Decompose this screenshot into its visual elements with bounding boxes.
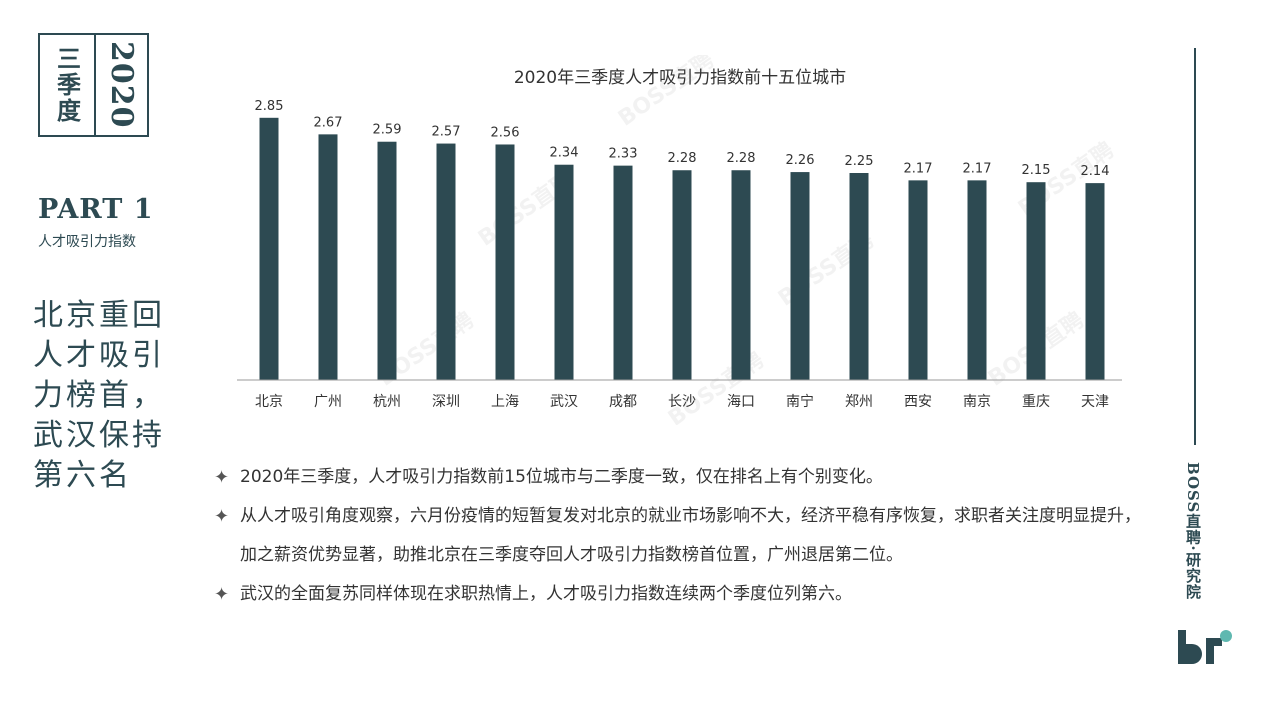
category-label: 广州 xyxy=(314,394,342,410)
bar-西安 xyxy=(908,180,928,380)
bar-重庆 xyxy=(1026,182,1046,380)
bar-海口 xyxy=(731,170,751,380)
value-label: 2.17 xyxy=(963,161,992,176)
chart-title: 2020年三季度人才吸引力指数前十五位城市 xyxy=(514,68,846,88)
bar-chart: 2020年三季度人才吸引力指数前十五位城市 BOSS直聘BOSS直聘BOSS直聘… xyxy=(237,55,1122,425)
category-label: 重庆 xyxy=(1022,394,1050,410)
value-label: 2.33 xyxy=(609,147,638,162)
value-label: 2.85 xyxy=(255,99,284,114)
bar-广州 xyxy=(318,134,338,380)
value-label: 2.28 xyxy=(727,151,756,166)
season-badge: 三季度 2020 xyxy=(38,33,149,137)
value-label: 2.59 xyxy=(373,123,402,138)
value-label: 2.56 xyxy=(491,125,520,140)
category-label: 南京 xyxy=(963,394,991,410)
category-label: 武汉 xyxy=(550,394,578,410)
four-point-star-icon: ✦ xyxy=(214,467,230,488)
bars-layer: 2.85 北京 2.67 广州 2.59 杭州 2.57 深圳 2.56 上海 2.34 武汉 2.33… xyxy=(255,99,1110,410)
findings-list: ✦ 2020年三季度，人才吸引力指数前15位城市与二季度一致，仅在排名上有个别变化… xyxy=(214,458,1154,614)
bar-南宁 xyxy=(790,172,810,380)
bar-武汉 xyxy=(554,164,574,380)
finding-item: ✦ 武汉的全面复苏同样体现在求职热情上，人才吸引力指数连续两个季度位列第六。 xyxy=(214,575,1154,614)
category-label: 南宁 xyxy=(786,393,814,410)
bar-上海 xyxy=(495,144,515,380)
bar-南京 xyxy=(967,180,987,380)
four-point-star-icon: ✦ xyxy=(214,506,230,527)
boss-logo-icon xyxy=(1178,630,1232,664)
category-label: 西安 xyxy=(904,394,932,410)
bar-长沙 xyxy=(672,170,692,380)
value-label: 2.14 xyxy=(1081,164,1110,179)
category-label: 天津 xyxy=(1081,394,1109,410)
watermark-text: BOSS直聘 xyxy=(613,55,718,132)
category-label: 海口 xyxy=(727,394,755,410)
bar-成都 xyxy=(613,165,633,380)
divider-line-top xyxy=(1194,48,1196,445)
category-label: 上海 xyxy=(491,394,519,410)
value-label: 2.17 xyxy=(904,161,933,176)
value-label: 2.15 xyxy=(1022,163,1051,178)
finding-text: 2020年三季度，人才吸引力指数前15位城市与二季度一致，仅在排名上有个别变化。 xyxy=(240,467,883,487)
value-label: 2.57 xyxy=(432,125,461,140)
part-title: PART 1 xyxy=(38,194,154,225)
category-label: 郑州 xyxy=(845,394,873,410)
value-label: 2.67 xyxy=(314,115,343,130)
category-label: 长沙 xyxy=(668,394,696,410)
finding-text: 从人才吸引角度观察，六月份疫情的短暂复发对北京的就业市场影响不大，经济平稳有序恢… xyxy=(240,506,1141,565)
category-label: 北京 xyxy=(255,394,283,410)
value-label: 2.34 xyxy=(550,146,579,161)
badge-season: 三季度 xyxy=(40,35,96,135)
bar-天津 xyxy=(1085,183,1105,380)
category-label: 深圳 xyxy=(432,394,460,410)
four-point-star-icon: ✦ xyxy=(214,584,230,605)
part-subtitle: 人才吸引力指数 xyxy=(38,234,136,250)
category-label: 成都 xyxy=(609,394,637,410)
finding-item: ✦ 2020年三季度，人才吸引力指数前15位城市与二季度一致，仅在排名上有个别变化… xyxy=(214,458,1154,497)
bar-北京 xyxy=(259,117,279,381)
brand-label: BOSS直聘·研究院 xyxy=(1184,462,1202,600)
value-label: 2.26 xyxy=(786,153,815,168)
finding-text: 武汉的全面复苏同样体现在求职热情上，人才吸引力指数连续两个季度位列第六。 xyxy=(240,584,852,604)
badge-year: 2020 xyxy=(104,41,139,129)
category-label: 杭州 xyxy=(373,394,401,410)
headline: 北京重回人才吸引力榜首，武汉保持第六名 xyxy=(33,298,165,493)
value-label: 2.28 xyxy=(668,151,697,166)
finding-item: ✦ 从人才吸引角度观察，六月份疫情的短暂复发对北京的就业市场影响不大，经济平稳有序… xyxy=(214,497,1154,575)
bar-郑州 xyxy=(849,173,869,380)
value-label: 2.25 xyxy=(845,154,874,169)
bar-深圳 xyxy=(436,143,456,380)
bar-杭州 xyxy=(377,141,397,380)
